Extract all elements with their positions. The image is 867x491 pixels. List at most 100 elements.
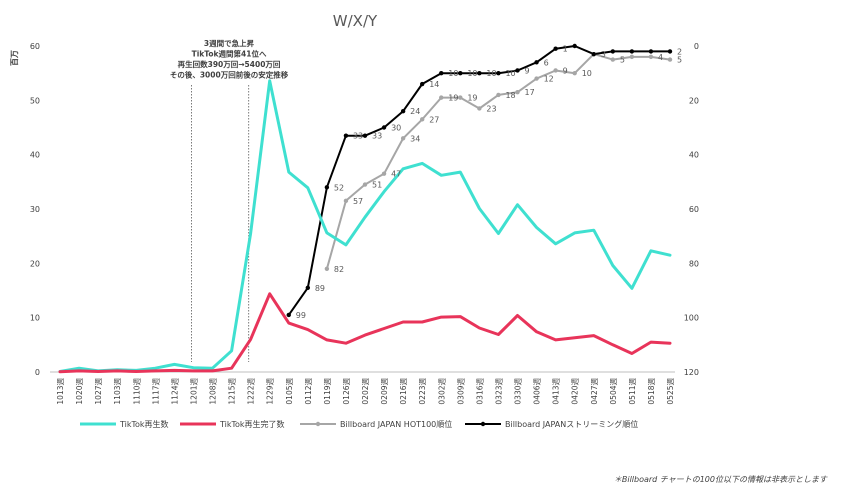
data-point-marker bbox=[496, 92, 501, 98]
data-point-marker bbox=[572, 43, 577, 49]
series-markers bbox=[286, 43, 673, 318]
data-label: 52 bbox=[334, 183, 344, 192]
data-point-marker bbox=[534, 60, 539, 65]
data-label: 99 bbox=[296, 311, 306, 320]
data-label: 33 bbox=[353, 132, 363, 141]
x-tick-label: 0105週 bbox=[285, 378, 294, 405]
data-label: 10 bbox=[467, 69, 477, 78]
x-tick-label: 1117週 bbox=[151, 378, 160, 405]
data-label: 47 bbox=[391, 170, 401, 179]
y-tick-label: 60 bbox=[30, 42, 40, 51]
x-tick-label: 1222週 bbox=[247, 378, 256, 405]
x-tick-label: 0223週 bbox=[418, 378, 427, 405]
data-point-marker bbox=[667, 57, 673, 62]
data-label: 19 bbox=[448, 94, 458, 103]
y-tick-label: 0 bbox=[35, 368, 40, 377]
data-label: 89 bbox=[315, 284, 325, 293]
data-label: 51 bbox=[372, 181, 382, 190]
data-point-marker bbox=[496, 70, 501, 76]
x-tick-label: 1201週 bbox=[189, 378, 198, 405]
series-lines bbox=[58, 45, 672, 374]
data-point-marker bbox=[419, 81, 425, 87]
data-point-marker bbox=[324, 185, 330, 190]
data-label: 5 bbox=[677, 56, 682, 65]
data-point-marker bbox=[477, 70, 482, 76]
y2-tick-label: 40 bbox=[689, 151, 699, 160]
x-tick-label: 1229週 bbox=[266, 378, 275, 405]
x-tick-label: 0330週 bbox=[514, 378, 523, 405]
data-label: 5 bbox=[620, 56, 625, 65]
data-label: 24 bbox=[410, 107, 420, 116]
data-label: 3 bbox=[601, 50, 606, 59]
x-tick-label: 1013週 bbox=[56, 378, 65, 405]
data-label: 27 bbox=[429, 115, 439, 124]
x-tick-label: 0309週 bbox=[456, 378, 465, 405]
data-label: 9 bbox=[563, 66, 568, 75]
x-tick-label: 0209週 bbox=[380, 378, 389, 405]
data-label: 1 bbox=[563, 45, 568, 54]
data-point-marker bbox=[362, 133, 368, 138]
data-label: 10 bbox=[582, 69, 592, 78]
y2-tick-label: 0 bbox=[694, 42, 699, 51]
annotation-text-line: その後、3000万回前後の安定推移 bbox=[170, 70, 289, 80]
data-point-marker bbox=[439, 95, 444, 100]
x-tick-label: 1020週 bbox=[75, 378, 84, 405]
data-point-marker bbox=[629, 54, 635, 60]
data-label: 6 bbox=[544, 58, 549, 67]
x-tick-label: 0504週 bbox=[609, 378, 618, 405]
data-point-marker bbox=[610, 49, 616, 54]
data-point-marker bbox=[324, 266, 330, 271]
x-tick-label: 0112週 bbox=[304, 378, 313, 405]
x-tick-label: 1110週 bbox=[132, 378, 141, 405]
data-label: 4 bbox=[658, 53, 663, 62]
data-label: 9 bbox=[525, 66, 530, 75]
footnote: ＊Billboard チャートの100位以下の情報は非表示とします bbox=[614, 475, 828, 484]
y-tick-label: 10 bbox=[30, 314, 40, 323]
x-tick-label: 0406週 bbox=[533, 378, 542, 405]
data-label: 33 bbox=[372, 132, 382, 141]
x-tick-label: 0525週 bbox=[666, 378, 675, 405]
data-point-marker bbox=[439, 70, 444, 76]
data-point-marker bbox=[458, 95, 463, 100]
data-point-marker bbox=[477, 106, 482, 111]
x-tick-label: 0427週 bbox=[590, 378, 599, 405]
data-point-marker bbox=[648, 54, 654, 60]
data-label: 82 bbox=[334, 265, 344, 274]
data-point-marker bbox=[610, 57, 616, 62]
legend-label: Billboard JAPANストリーミング順位 bbox=[505, 419, 638, 429]
series-line-1 bbox=[58, 79, 672, 373]
data-point-marker bbox=[591, 51, 596, 57]
x-tick-label: 0511週 bbox=[628, 378, 637, 405]
x-tick-label: 0420週 bbox=[571, 378, 580, 405]
x-tick-label: 0316週 bbox=[475, 378, 484, 405]
x-tick-label: 0302週 bbox=[437, 378, 446, 405]
legend-marker bbox=[315, 421, 321, 427]
chart-title: W/X/Y bbox=[333, 12, 378, 30]
annotation-text-line: 3週間で急上昇 bbox=[204, 38, 255, 48]
data-point-marker bbox=[343, 198, 349, 204]
data-point-marker bbox=[667, 49, 673, 54]
y2-tick-label: 20 bbox=[689, 96, 699, 105]
data-label: 23 bbox=[486, 104, 496, 113]
data-label: 14 bbox=[429, 80, 439, 89]
data-point-marker bbox=[381, 171, 387, 176]
data-label: 18 bbox=[505, 91, 515, 100]
series-line-4 bbox=[287, 45, 671, 316]
series-line-2 bbox=[58, 292, 672, 374]
x-axis-ticks: 1013週 1020週 1027週 1103週 1110週 1117週 1124週 1201週… bbox=[56, 378, 675, 405]
data-label: 57 bbox=[353, 197, 363, 206]
data-point-marker bbox=[648, 49, 654, 54]
x-tick-label: 1103週 bbox=[113, 378, 122, 405]
legend-label: TikTok再生完了数 bbox=[219, 419, 285, 429]
data-point-marker bbox=[515, 89, 520, 95]
series-line-3 bbox=[325, 53, 671, 270]
data-label: 10 bbox=[505, 69, 515, 78]
x-tick-label: 1027週 bbox=[94, 378, 103, 405]
data-point-marker bbox=[515, 68, 520, 73]
data-label: 10 bbox=[486, 69, 496, 78]
data-label: 34 bbox=[410, 134, 420, 143]
x-tick-label: 1208週 bbox=[209, 378, 218, 405]
data-point-marker bbox=[400, 109, 406, 114]
